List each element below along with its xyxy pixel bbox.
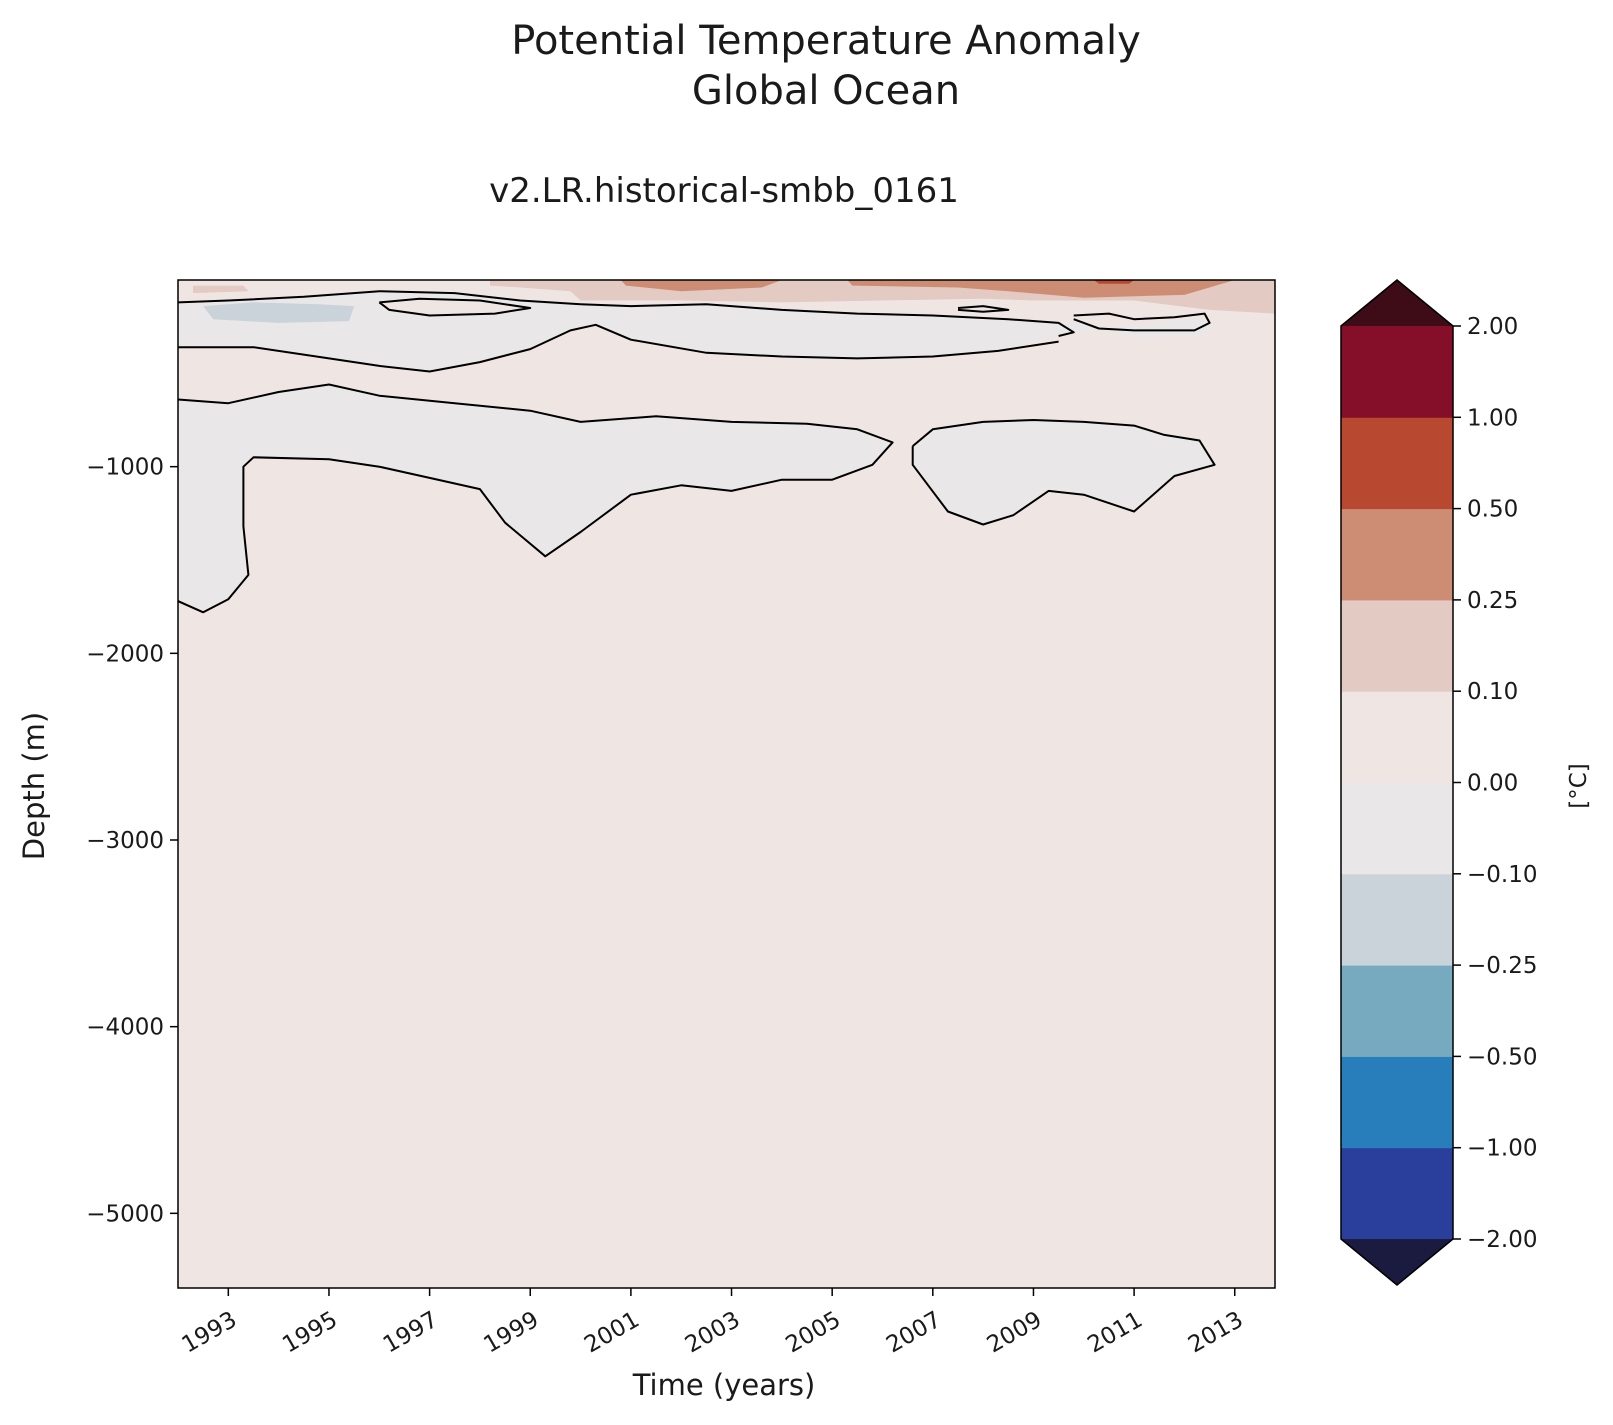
colorbar-swatch: [1341, 782, 1453, 875]
anomaly-region-5: [193, 285, 249, 294]
y-tick-label: −3000: [86, 828, 164, 854]
colorbar-swatch: [1341, 965, 1453, 1057]
x-tick-label: 2003: [681, 1307, 745, 1359]
anomaly-region-8: [1093, 280, 1135, 284]
x-axis-label: Time (years): [632, 1368, 816, 1402]
contour-line-7: [911, 419, 1216, 526]
y-tick-label: −5000: [86, 1201, 164, 1227]
anomaly-region-9: [203, 302, 355, 323]
y-tick-label: −1000: [86, 455, 164, 481]
colorbar-tick-label: 0.00: [1467, 771, 1518, 797]
colorbar-tick-label: 0.50: [1467, 497, 1518, 523]
colorbar-swatch: [1341, 326, 1453, 418]
colorbar-tick-label: 1.00: [1467, 405, 1518, 431]
chart-title-line2: Global Ocean: [692, 68, 960, 114]
colorbar-tick-label: −1.00: [1467, 1136, 1537, 1162]
x-tick-label: 1997: [379, 1307, 443, 1359]
colorbar-tick-label: −0.50: [1467, 1044, 1537, 1070]
colorbar-tick-label: −2.00: [1467, 1227, 1537, 1253]
colorbar-swatch: [1341, 1056, 1453, 1149]
colorbar-swatch: [1341, 417, 1453, 510]
x-tick-label: 1999: [480, 1307, 544, 1359]
y-axis: −1000 −2000 −3000 −4000 −5000: [86, 455, 178, 1227]
x-tick-label: 2001: [580, 1307, 644, 1359]
colorbar-swatch: [1341, 691, 1453, 783]
colorbar-tick-label: −0.10: [1467, 862, 1537, 888]
colorbar: −2.00 −1.00 −0.50 −0.25 −0.10 0.00 0.10 0.25 0.5…: [1340, 279, 1537, 1286]
y-axis-label: Depth (m): [17, 712, 51, 860]
contour-line-1: [178, 290, 581, 306]
y-tick-label: −4000: [86, 1015, 164, 1041]
colorbar-tick-label: 2.00: [1467, 314, 1518, 340]
colorbar-extend-over: [1341, 280, 1453, 326]
contour-line-3: [580, 303, 1075, 337]
anomaly-region-7: [847, 280, 1235, 298]
plot-frame: [177, 279, 1276, 1289]
colorbar-swatch: [1341, 599, 1453, 692]
contour-line-6: [178, 383, 894, 614]
x-tick-label: 2007: [882, 1307, 946, 1359]
colorbar-tick-label: −0.25: [1467, 953, 1537, 979]
colorbar-label: [°C]: [1566, 763, 1592, 809]
y-tick-label: −2000: [86, 641, 164, 667]
anomaly-region-6: [620, 280, 782, 292]
x-tick-label: 2005: [781, 1307, 845, 1359]
chart-subtitle: v2.LR.historical-smbb_0161: [489, 171, 959, 211]
contour-line-2: [378, 297, 532, 317]
x-tick-label: 1995: [278, 1307, 342, 1359]
x-tick-label: 2009: [983, 1307, 1047, 1359]
x-tick-label: 1993: [178, 1307, 242, 1359]
contour-line-0: [178, 323, 1059, 373]
colorbar-swatch: [1341, 1147, 1453, 1240]
colorbar-extend-under: [1341, 1239, 1453, 1285]
x-axis: 1993 1995 1997 1999 2001 2003 2005 2007 2009 2011…: [178, 1288, 1248, 1358]
x-tick-label: 2011: [1083, 1307, 1147, 1359]
contour-line-5: [1073, 312, 1211, 332]
chart-title: Potential Temperature Anomaly: [511, 18, 1141, 64]
anomaly-region-3: [912, 420, 1215, 525]
contour-line-4: [957, 305, 1010, 313]
colorbar-tick-label: 0.10: [1467, 679, 1518, 705]
colorbar-swatch: [1341, 508, 1453, 601]
x-tick-label: 2013: [1184, 1307, 1248, 1359]
plot-area: [177, 279, 1276, 1289]
colorbar-swatch: [1341, 873, 1453, 966]
anomaly-region-2: [178, 384, 893, 613]
colorbar-tick-label: 0.25: [1467, 588, 1518, 614]
